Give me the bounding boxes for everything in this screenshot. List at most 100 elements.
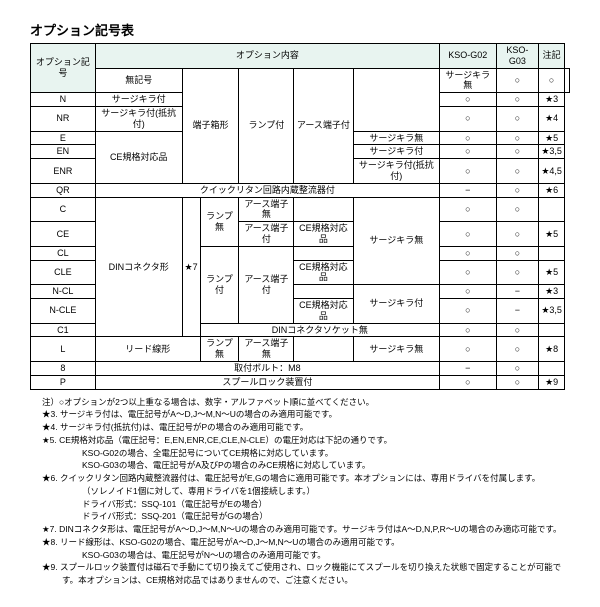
code-c: C (31, 197, 96, 222)
ce-compliant: CE規格対応品 (294, 260, 353, 285)
note: ★6 (539, 183, 565, 197)
note-8: ★8. リード線形は、KSO-G02の場合、電圧記号がA〜D,J〜M,N〜Uの場… (42, 536, 570, 549)
g02: ○ (440, 159, 497, 184)
bolt-m8: 取付ボルト：M8 (95, 361, 439, 375)
g03: ○ (496, 246, 539, 260)
surge-on: サージキラ付 (353, 285, 439, 323)
code-ncle: N-CLE (31, 298, 96, 323)
surge-none: サージキラ無 (353, 337, 439, 362)
lamp-off: ランプ無 (200, 197, 239, 246)
g02: ○ (440, 197, 497, 222)
g02: ○ (440, 260, 497, 285)
code-8: 8 (31, 361, 96, 375)
note-6: ★6. クイックリタン回路内蔵整流器付は、電圧記号がE,Gの場合に適用可能です。… (42, 472, 570, 485)
hdr-g03: KSO-G03 (496, 44, 539, 69)
spool-lock: スプールロック装置付 (95, 375, 439, 389)
code-p: P (31, 375, 96, 389)
star7: ★7 (182, 197, 200, 337)
g02: ○ (440, 337, 497, 362)
note-6b: ドライバ形式：SSQ-101（電圧記号がEの場合） (42, 498, 570, 511)
note: ★9 (539, 375, 565, 389)
note (564, 68, 569, 93)
g03: ○ (496, 93, 539, 107)
blank (294, 337, 353, 362)
note-3: ★3. サージキラ付は、電圧記号がA〜D,J〜M,N〜Uの場合のみ適用可能です。 (42, 408, 570, 421)
code-n: N (31, 93, 96, 107)
g03: ○ (496, 197, 539, 222)
g02: ○ (440, 222, 497, 247)
lamp-on: ランプ付 (239, 68, 294, 183)
g02: − (440, 361, 497, 375)
code-blank: 無記号 (95, 68, 182, 93)
g03: ○ (496, 337, 539, 362)
g03: − (496, 285, 539, 299)
note: ★5 (539, 131, 565, 145)
g02: ○ (496, 68, 539, 93)
code-nr: NR (31, 106, 96, 131)
code-ncl: N-CL (31, 285, 96, 299)
note-5a: KSO-G02の場合、全電圧記号についてCE規格に対応しています。 (42, 447, 570, 460)
g03: ○ (496, 375, 539, 389)
surge-res: サージキラ付(抵抗付) (353, 159, 439, 184)
g02: ○ (440, 285, 497, 299)
surge-none: サージキラ無 (353, 197, 439, 285)
note (539, 197, 565, 222)
surge-none: サージキラ無 (440, 68, 497, 93)
g03: ○ (496, 159, 539, 184)
lamp-off: ランプ無 (200, 337, 239, 362)
code-cl: CL (31, 246, 96, 260)
g02: ○ (440, 145, 497, 159)
hdr-content: オプション内容 (95, 44, 439, 69)
note: ★5 (539, 260, 565, 285)
surge-none: サージキラ無 (353, 131, 439, 145)
note: ★3 (539, 285, 565, 299)
surge-on: サージキラ付 (95, 93, 182, 107)
g02: − (440, 183, 497, 197)
note: ★3,5 (539, 298, 565, 323)
hdr-code: オプション記号 (31, 44, 96, 93)
surge-res: サージキラ付(抵抗付) (95, 106, 182, 131)
code-l: L (31, 337, 96, 362)
g03: ○ (496, 145, 539, 159)
g03: ○ (496, 106, 539, 131)
note-intro: 注）○オプションが2つ以上重なる場合は、数字・アルファベット順に並べてください。 (42, 396, 570, 409)
note: ★8 (539, 337, 565, 362)
hdr-note: 注記 (539, 44, 565, 69)
note (539, 361, 565, 375)
code-c1: C1 (31, 323, 96, 337)
note: ★4 (539, 106, 565, 131)
note-4: ★4. サージキラ付(抵抗付)は、電圧記号がPの場合のみ適用可能です。 (42, 421, 570, 434)
blank (294, 285, 353, 299)
note-6a: （ソレノイド1個に対して、専用ドライバを1個接続します。） (42, 485, 570, 498)
g03: ○ (496, 361, 539, 375)
note-5b: KSO-G03の場合、電圧記号がA及びPの場合のみCE規格に対応しています。 (42, 459, 570, 472)
note (539, 246, 565, 260)
lamp-on: ランプ付 (200, 246, 239, 323)
note (539, 323, 565, 337)
ce-compliant: CE規格対応品 (294, 298, 353, 323)
hdr-g02: KSO-G02 (440, 44, 497, 69)
g03: ○ (496, 260, 539, 285)
ce-compliant: CE規格対応品 (294, 222, 353, 247)
g02: ○ (440, 106, 497, 131)
quick-return: クイックリタン回路内蔵整流器付 (95, 183, 439, 197)
g02: ○ (440, 246, 497, 260)
earth-on: アース端子付 (239, 246, 294, 323)
note: ★3 (539, 93, 565, 107)
code-en: EN (31, 145, 96, 159)
terminal-box: 端子箱形 (182, 68, 239, 183)
code-qr: QR (31, 183, 96, 197)
note-8a: KSO-G03の場合は、電圧記号がN〜Uの場合のみ適用可能です。 (42, 549, 570, 562)
earth-off: アース端子無 (239, 337, 294, 362)
note-9: ★9. スプールロック装置付は磁石で手動にて切り換えてご使用され、ロック機能にて… (42, 561, 570, 587)
table-title: オプション記号表 (30, 20, 570, 39)
code-ce: CE (31, 222, 96, 247)
g03: ○ (496, 183, 539, 197)
code-e: E (31, 131, 96, 145)
g02: ○ (440, 323, 497, 337)
note: ★3,5 (539, 145, 565, 159)
blank1 (353, 68, 439, 131)
earth-on: アース端子付 (294, 68, 353, 183)
din-connector: DINコネクタ形 (95, 197, 182, 337)
lead-wire: リード線形 (95, 337, 200, 362)
